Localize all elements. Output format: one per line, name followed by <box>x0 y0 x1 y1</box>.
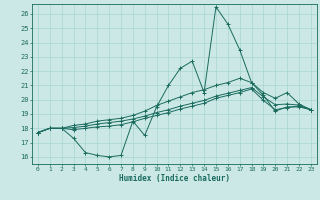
X-axis label: Humidex (Indice chaleur): Humidex (Indice chaleur) <box>119 174 230 183</box>
